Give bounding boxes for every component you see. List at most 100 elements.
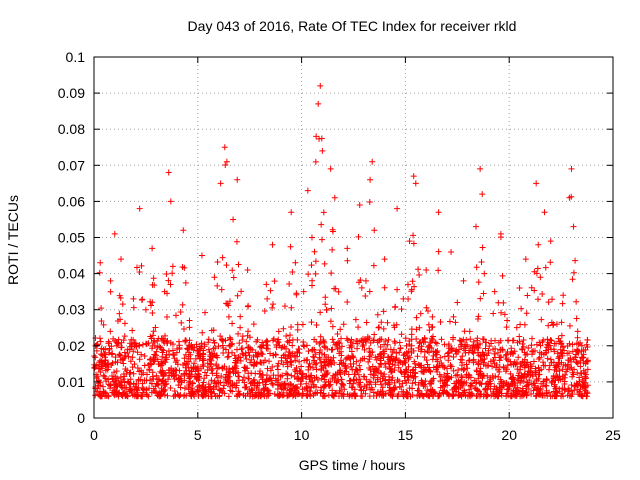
dense-point — [215, 343, 222, 350]
dense-point — [217, 379, 224, 386]
dense-point — [167, 384, 174, 391]
dense-point — [337, 369, 344, 376]
dense-point — [513, 324, 520, 331]
dense-point — [496, 380, 503, 387]
dense-point — [445, 357, 452, 364]
dense-point — [528, 348, 535, 355]
dense-point — [377, 360, 384, 367]
dense-point — [487, 376, 494, 383]
dense-point — [137, 376, 144, 383]
dense-point — [295, 375, 302, 382]
dense-point — [408, 345, 415, 352]
dense-point — [133, 381, 140, 388]
dense-point — [140, 386, 147, 393]
dense-point — [397, 368, 404, 375]
dense-point — [266, 358, 273, 365]
data-point — [257, 368, 264, 375]
dense-point — [480, 290, 487, 297]
dense-point — [303, 380, 310, 387]
dense-point — [494, 349, 501, 356]
dense-point — [294, 326, 301, 333]
dense-point — [366, 288, 373, 295]
data-point — [331, 194, 338, 201]
data-point — [300, 288, 307, 295]
dense-point — [536, 354, 543, 361]
dense-point — [197, 353, 204, 360]
dense-point — [370, 337, 377, 344]
dense-point — [377, 351, 384, 358]
dense-point — [297, 381, 304, 388]
data-point — [269, 241, 276, 248]
dense-point — [520, 337, 527, 344]
data-point — [570, 223, 577, 230]
data-point — [356, 202, 363, 209]
dense-point — [169, 270, 176, 277]
dense-point — [310, 364, 317, 371]
dense-point — [119, 301, 126, 308]
dense-point — [344, 298, 351, 305]
dense-point — [211, 390, 218, 397]
dense-point — [327, 318, 334, 325]
dense-point — [372, 379, 379, 386]
dense-point — [584, 358, 591, 365]
dense-point — [195, 367, 202, 374]
dense-point — [158, 388, 165, 395]
dense-point — [223, 262, 230, 269]
dense-point — [398, 331, 405, 338]
dense-point — [267, 350, 274, 357]
dense-point — [317, 347, 324, 354]
dense-point — [134, 349, 141, 356]
dense-point — [357, 277, 364, 284]
dense-point — [310, 359, 317, 366]
dense-point — [243, 338, 250, 345]
dense-point — [376, 324, 383, 331]
dense-point — [433, 349, 440, 356]
dense-point — [141, 352, 148, 359]
dense-point — [318, 236, 325, 243]
dense-point — [245, 349, 252, 356]
dense-point — [113, 388, 120, 395]
dense-point — [401, 358, 408, 365]
dense-point — [479, 244, 486, 251]
data-point — [138, 371, 145, 378]
y-tick-label: 0.02 — [58, 338, 85, 354]
y-axis-label: ROTI / TECUs — [5, 195, 21, 285]
dense-point — [329, 387, 336, 394]
dense-point — [307, 393, 314, 400]
dense-point — [470, 350, 477, 357]
dense-point — [380, 308, 387, 315]
data-point — [250, 321, 257, 328]
dense-point — [377, 378, 384, 385]
dense-point — [452, 348, 459, 355]
dense-point — [153, 372, 160, 379]
dense-point — [573, 298, 580, 305]
dense-point — [561, 386, 568, 393]
dense-point — [181, 264, 188, 271]
dense-point — [336, 361, 343, 368]
dense-point — [133, 391, 140, 398]
dense-point — [445, 349, 452, 356]
dense-point — [275, 366, 282, 373]
dense-point — [226, 334, 233, 341]
dense-point — [369, 363, 376, 370]
dense-point — [102, 357, 109, 364]
dense-point — [97, 338, 104, 345]
dense-point — [370, 392, 377, 399]
data-point — [263, 281, 270, 288]
dense-point — [424, 387, 431, 394]
dense-point — [243, 383, 250, 390]
data-point — [381, 256, 388, 263]
dense-point — [147, 377, 154, 384]
dense-point — [463, 373, 470, 380]
dense-point — [457, 379, 464, 386]
dense-point — [497, 354, 504, 361]
x-tick-label: 0 — [90, 427, 98, 443]
dense-point — [448, 374, 455, 381]
dense-point — [553, 340, 560, 347]
y-tick-label: 0 — [77, 410, 85, 426]
data-point — [410, 173, 417, 180]
dense-point — [270, 372, 277, 379]
data-point — [510, 360, 517, 367]
dense-point — [564, 350, 571, 357]
dense-point — [304, 387, 311, 394]
